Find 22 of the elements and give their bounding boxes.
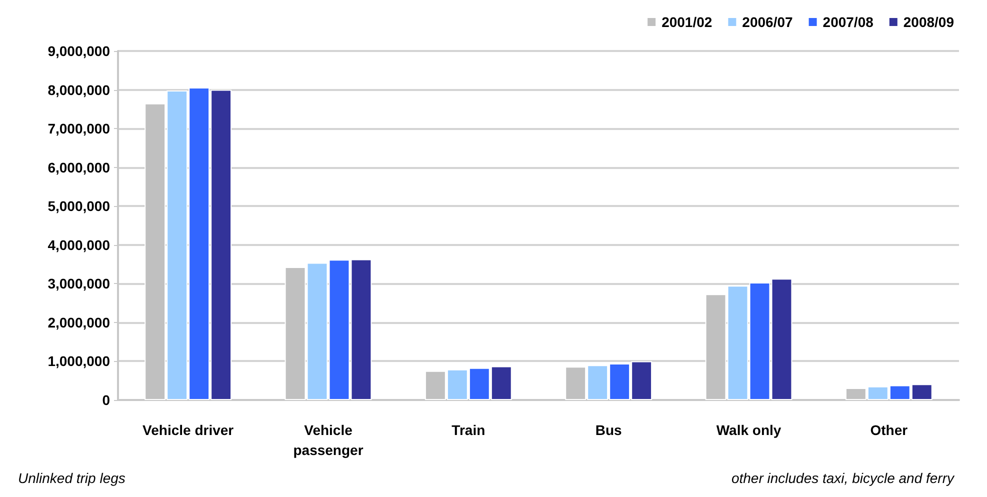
y-tick-label: 0	[102, 392, 110, 408]
y-tick-label: 3,000,000	[48, 276, 110, 292]
x-tick-label: Other	[870, 422, 908, 438]
text: other includes taxi, bicycle and ferry	[731, 470, 955, 486]
x-tick-label: Bus	[595, 422, 622, 438]
x-tick-label: Vehicle driver	[142, 422, 234, 438]
x-tick-label: Train	[452, 422, 486, 438]
y-tick-label: 8,000,000	[48, 82, 110, 98]
text: Unlinked trip legs	[18, 470, 126, 486]
legend-label: 2006/07	[742, 14, 793, 30]
y-tick-label: 5,000,000	[48, 198, 110, 214]
y-tick-label: 2,000,000	[48, 314, 110, 330]
y-tick-label: 9,000,000	[48, 43, 110, 59]
x-tick-label: Walk only	[716, 422, 782, 438]
y-tick-label: 4,000,000	[48, 236, 110, 253]
y-tick-label: 1,000,000	[48, 353, 110, 370]
x-tick-label: Vehicle passenger	[293, 422, 364, 458]
legend-label: 2007/08	[822, 14, 874, 30]
y-tick-label: 7,000,000	[48, 120, 110, 137]
legend-label: 2001/02	[662, 14, 712, 30]
legend-label: 2008/09	[903, 14, 954, 30]
y-tick-label: 6,000,000	[48, 159, 110, 176]
